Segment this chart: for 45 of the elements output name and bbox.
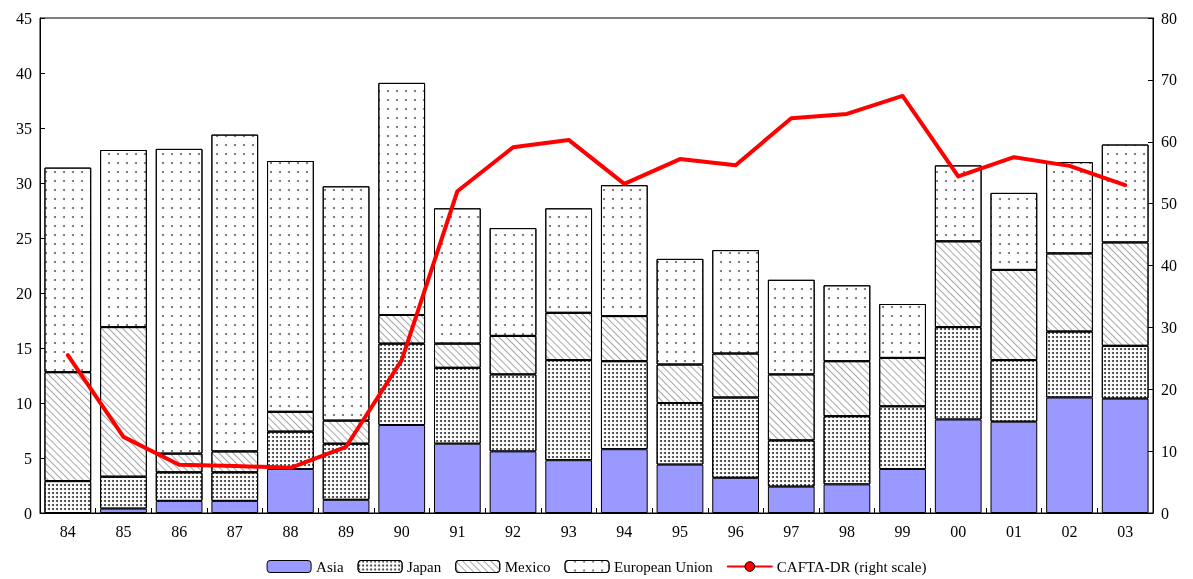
y2-tick-label: 40 xyxy=(1161,257,1177,274)
x-tick-label: 98 xyxy=(838,522,855,540)
y2-tick-label: 70 xyxy=(1161,71,1177,89)
legend-label: European Union xyxy=(614,558,714,575)
x-tick-label: 02 xyxy=(1061,522,1078,540)
y-tick-label: 40 xyxy=(16,64,32,82)
y2-tick-label: 50 xyxy=(1161,195,1177,213)
x-tick-label: 00 xyxy=(950,522,967,540)
y2-tick-label: 0 xyxy=(1161,504,1169,522)
x-tick-label: 96 xyxy=(727,522,744,540)
y-tick-label: 10 xyxy=(16,394,32,412)
y-tick-label: 45 xyxy=(16,9,32,27)
y-tick-label: 5 xyxy=(24,449,32,467)
y2-tick-label: 60 xyxy=(1161,133,1177,151)
legend-label: Mexico xyxy=(504,558,551,575)
x-tick-label: 03 xyxy=(1117,522,1134,540)
y-tick-label: 20 xyxy=(16,284,32,302)
y2-tick-label: 20 xyxy=(1161,380,1177,398)
y2-tick-label: 80 xyxy=(1161,9,1177,27)
line-series xyxy=(65,93,1128,470)
x-tick-label: 86 xyxy=(171,522,188,540)
x-tick-label: 90 xyxy=(393,522,410,540)
y2-tick-label: 10 xyxy=(1161,442,1177,460)
y-tick-label: 25 xyxy=(16,229,32,247)
legend-label: Asia xyxy=(316,558,344,575)
x-tick-label: 92 xyxy=(505,522,522,540)
x-tick-label: 89 xyxy=(338,522,355,540)
legend-label: CAFTA-DR (right scale) xyxy=(776,558,927,576)
x-tick-label: 01 xyxy=(1005,522,1022,540)
y-tick-label: 0 xyxy=(24,504,32,522)
y-tick-label: 30 xyxy=(16,174,32,192)
x-tick-label: 97 xyxy=(783,522,800,540)
x-tick-label: 88 xyxy=(282,522,299,540)
y-tick-label: 35 xyxy=(16,119,32,137)
y2-tick-label: 30 xyxy=(1161,318,1177,336)
legend-label: Japan xyxy=(407,558,442,575)
x-tick-label: 84 xyxy=(59,522,76,540)
x-tick-label: 93 xyxy=(560,522,577,540)
x-tick-label: 91 xyxy=(449,522,466,540)
x-tick-label: 99 xyxy=(894,522,911,540)
x-tick-label: 94 xyxy=(616,522,633,540)
x-tick-label: 95 xyxy=(671,522,688,540)
x-tick-label: 85 xyxy=(115,522,132,540)
y-tick-label: 15 xyxy=(16,339,32,357)
x-tick-label: 87 xyxy=(226,522,243,540)
